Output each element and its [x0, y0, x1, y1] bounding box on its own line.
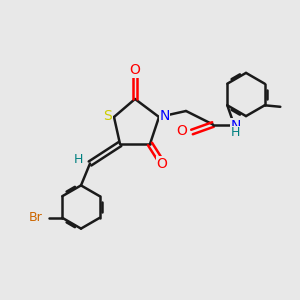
Text: H: H	[74, 153, 83, 167]
Text: S: S	[103, 109, 112, 122]
Text: N: N	[230, 119, 241, 133]
Text: H: H	[231, 126, 240, 140]
Text: O: O	[157, 157, 167, 171]
Text: O: O	[130, 63, 140, 77]
Text: O: O	[177, 124, 188, 137]
Text: N: N	[159, 109, 170, 123]
Text: Br: Br	[28, 211, 42, 224]
